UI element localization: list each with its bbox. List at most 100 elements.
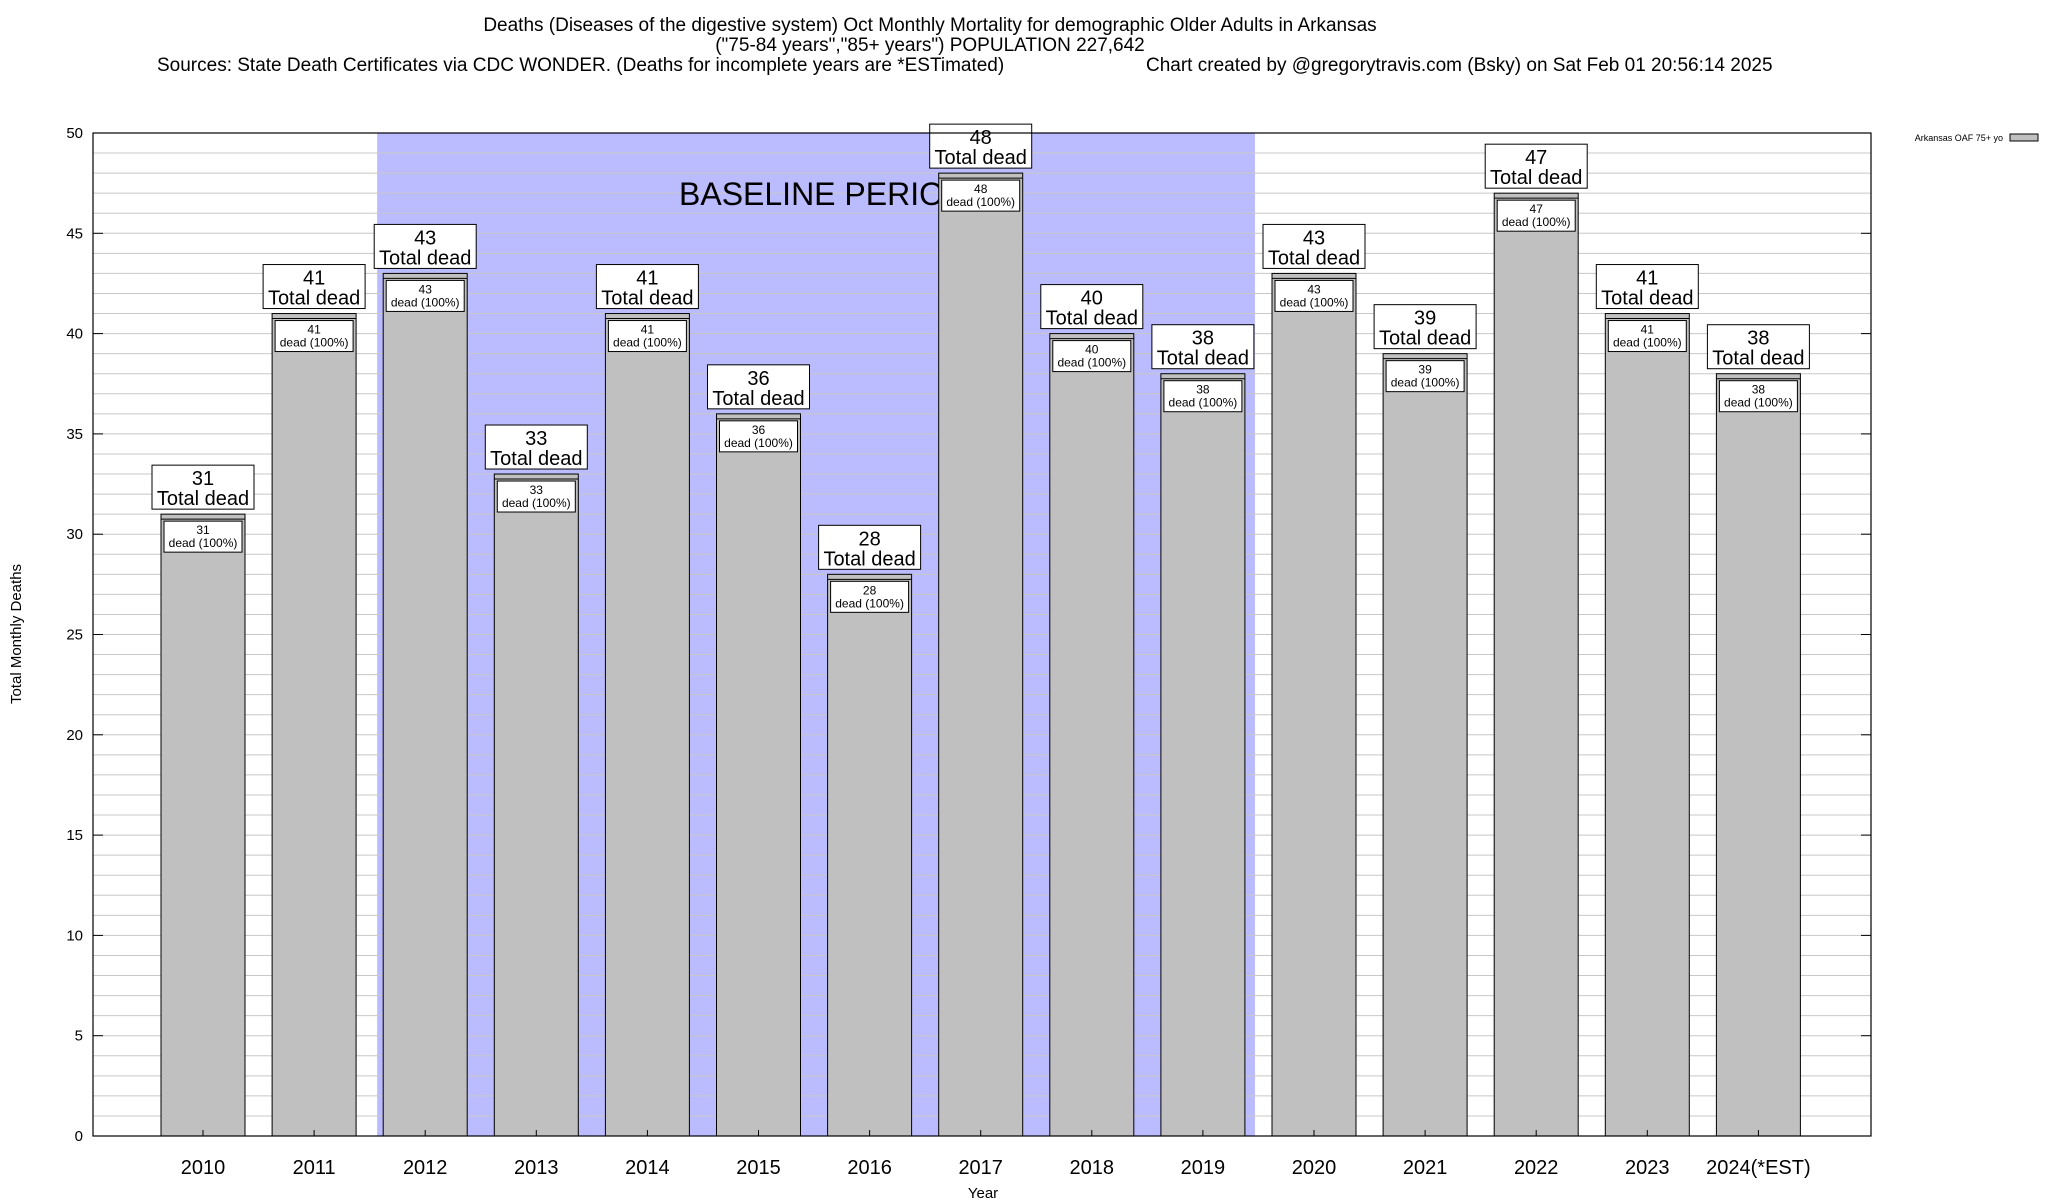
y-tick-label: 45 — [66, 225, 83, 242]
total-dead-label: Total dead — [1379, 328, 1471, 350]
total-dead-label: Total dead — [712, 388, 804, 410]
total-label-box — [151, 464, 255, 510]
total-dead-label: Total dead — [935, 147, 1027, 169]
y-axis-title: Total Monthly Deaths — [8, 564, 25, 704]
total-value-label: 38 — [1747, 328, 1769, 350]
x-tick-label: 2010 — [181, 1157, 226, 1179]
y-tick-label: 30 — [66, 526, 83, 543]
total-value-label: 40 — [1081, 288, 1103, 310]
total-dead-label: Total dead — [1601, 288, 1693, 310]
total-value-label: 39 — [1414, 308, 1436, 330]
chart-credit-line: Chart created by @gregorytravis.com (Bsk… — [1146, 55, 1773, 76]
inner-value-label: 39 — [1418, 363, 1432, 377]
y-tick-label: 0 — [75, 1128, 83, 1145]
inner-value-label: 48 — [974, 182, 988, 196]
x-tick-label: 2013 — [514, 1157, 559, 1179]
inner-dead-label: dead (100%) — [1613, 336, 1682, 350]
inner-label-box — [719, 420, 798, 453]
total-value-label: 31 — [192, 468, 214, 490]
inner-value-label: 43 — [419, 282, 433, 296]
total-value-label: 48 — [970, 127, 992, 149]
y-tick-label: 10 — [66, 927, 83, 944]
total-value-label: 38 — [1192, 328, 1214, 350]
inner-value-label: 33 — [530, 483, 544, 497]
x-tick-label: 2021 — [1403, 1157, 1448, 1179]
x-tick-label: 2018 — [1070, 1157, 1115, 1179]
inner-value-label: 31 — [196, 523, 210, 537]
inner-value-label: 28 — [863, 583, 877, 597]
total-value-label: 41 — [303, 268, 325, 290]
total-dead-label: Total dead — [823, 548, 915, 570]
bar — [1382, 353, 1468, 1137]
chart-title-line1: Deaths (Diseases of the digestive system… — [483, 15, 1377, 36]
total-dead-label: Total dead — [1268, 247, 1360, 269]
y-tick-label: 50 — [66, 125, 83, 142]
inner-label-box — [941, 179, 1021, 212]
inner-dead-label: dead (100%) — [1057, 356, 1126, 370]
bar — [493, 473, 579, 1137]
inner-value-label: 41 — [307, 323, 321, 337]
inner-value-label: 38 — [1752, 383, 1766, 397]
total-dead-label: Total dead — [490, 448, 582, 470]
chart-title-line2: ("75-84 years","85+ years") POPULATION 2… — [715, 35, 1145, 56]
inner-label-box — [1607, 320, 1687, 353]
bar — [1271, 272, 1357, 1137]
total-value-label: 41 — [1636, 268, 1658, 290]
inner-label-box — [1274, 279, 1354, 312]
baseline-period-label: BASELINE PERIOD — [679, 176, 967, 212]
x-tick-label: 2015 — [736, 1157, 781, 1179]
total-dead-label: Total dead — [268, 288, 360, 310]
bar — [716, 413, 801, 1137]
total-label-box — [1484, 143, 1588, 189]
y-tick-label: 15 — [66, 827, 83, 844]
inner-label-box — [1163, 380, 1243, 413]
bar — [1604, 313, 1690, 1137]
bar — [604, 313, 690, 1137]
total-label-box — [818, 524, 922, 570]
y-tick-label: 5 — [75, 1028, 83, 1045]
inner-label-box — [496, 480, 576, 513]
inner-label-box — [385, 279, 465, 312]
inner-dead-label: dead (100%) — [1391, 376, 1460, 390]
total-label-box — [595, 264, 699, 310]
inner-label-box — [274, 320, 354, 353]
inner-dead-label: dead (100%) — [502, 496, 571, 510]
total-label-box — [373, 223, 477, 269]
inner-value-label: 41 — [641, 323, 655, 337]
inner-label-box — [607, 320, 687, 353]
inner-dead-label: dead (100%) — [724, 436, 793, 450]
total-value-label: 36 — [747, 368, 769, 390]
inner-dead-label: dead (100%) — [613, 336, 682, 350]
total-value-label: 43 — [414, 227, 436, 249]
bar — [1715, 373, 1801, 1137]
total-label-box — [1040, 284, 1144, 330]
chart-sources-line: Sources: State Death Certificates via CD… — [157, 55, 1005, 76]
bar — [160, 513, 246, 1137]
inner-dead-label: dead (100%) — [835, 596, 904, 610]
x-tick-label: 2020 — [1292, 1157, 1337, 1179]
total-value-label: 41 — [636, 268, 658, 290]
inner-label-box — [1718, 380, 1798, 413]
total-dead-label: Total dead — [1712, 348, 1804, 370]
y-tick-label: 20 — [66, 727, 83, 744]
bar — [1160, 373, 1246, 1137]
inner-value-label: 38 — [1196, 383, 1210, 397]
inner-dead-label: dead (100%) — [946, 195, 1015, 209]
inner-label-box — [1052, 340, 1132, 373]
inner-dead-label: dead (100%) — [1724, 396, 1793, 410]
total-label-box — [707, 364, 810, 410]
x-tick-label: 2011 — [293, 1157, 336, 1179]
total-label-box — [1595, 264, 1699, 310]
inner-dead-label: dead (100%) — [280, 336, 349, 350]
total-dead-label: Total dead — [1046, 308, 1138, 330]
total-label-box — [484, 424, 588, 470]
x-tick-label: 2017 — [958, 1157, 1003, 1179]
bar — [938, 172, 1024, 1137]
total-value-label: 47 — [1525, 147, 1547, 169]
inner-label-box — [830, 580, 910, 613]
total-label-box — [262, 264, 366, 310]
inner-value-label: 40 — [1085, 343, 1099, 357]
legend-label: Arkansas OAF 75+ yo — [1915, 133, 2003, 143]
x-tick-label: 2023 — [1625, 1157, 1670, 1179]
